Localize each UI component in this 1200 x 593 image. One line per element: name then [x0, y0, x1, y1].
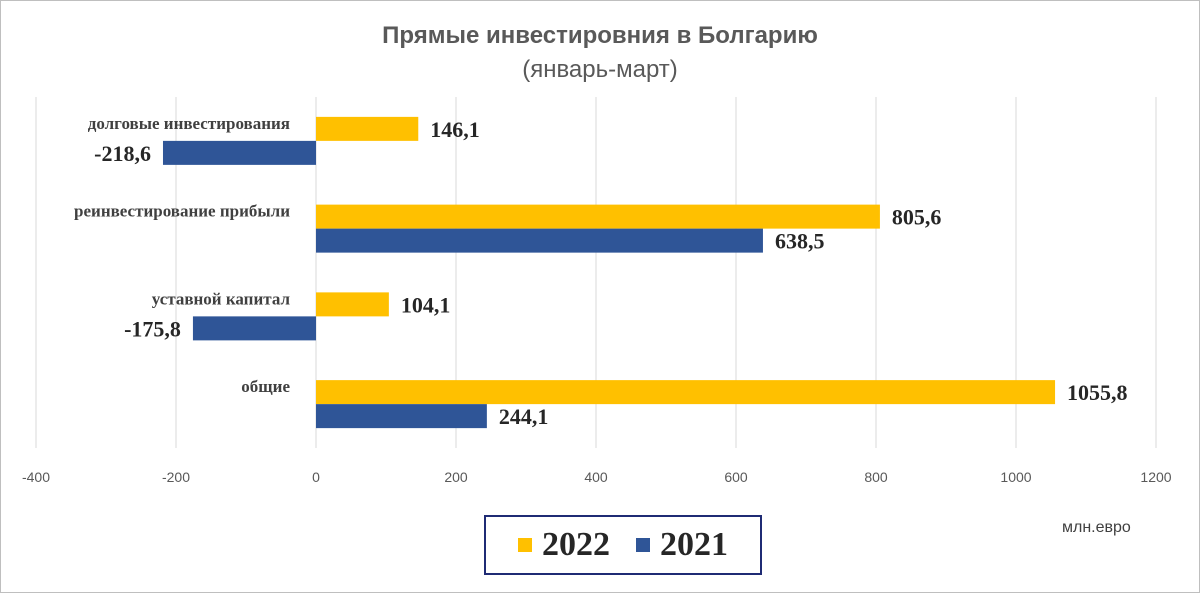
category-label: уставной капитал: [152, 289, 291, 308]
bar-2022: [316, 204, 880, 229]
data-label-2021: 244,1: [499, 404, 549, 429]
bar-2022: [316, 292, 389, 317]
category-label: общие: [241, 377, 290, 396]
legend-item-2021: 2021: [636, 526, 728, 564]
x-tick-label: -400: [22, 469, 50, 485]
data-label-2022: 805,6: [892, 205, 942, 230]
x-tick-label: 800: [864, 469, 888, 485]
x-tick-label: 600: [724, 469, 748, 485]
data-label-2021: 638,5: [775, 229, 825, 254]
legend-item-2022: 2022: [518, 526, 610, 564]
legend-label-2022: 2022: [542, 526, 610, 563]
legend-swatch-2022: [518, 538, 532, 552]
x-tick-label: -200: [162, 469, 190, 485]
legend-swatch-2021: [636, 538, 650, 552]
data-label-2021: -218,6: [94, 141, 151, 166]
category-label: долговые инвестирования: [88, 114, 290, 133]
bar-2021: [316, 404, 487, 429]
legend-label-2021: 2021: [660, 526, 728, 563]
data-label-2022: 104,1: [401, 292, 451, 317]
x-tick-label: 400: [584, 469, 608, 485]
category-label: реинвестирование прибыли: [74, 202, 290, 221]
x-tick-label: 0: [312, 469, 320, 485]
bar-2021: [316, 228, 763, 253]
chart-legend: 2022 2021: [484, 515, 762, 575]
bar-2021: [162, 140, 316, 165]
x-tick-label: 1000: [1000, 469, 1031, 485]
chart-title: Прямые инвестировния в Болгарию: [382, 22, 818, 49]
bar-2022: [316, 116, 419, 141]
data-label-2022: 1055,8: [1067, 380, 1128, 405]
data-label-2022: 146,1: [430, 117, 480, 142]
x-tick-label: 1200: [1140, 469, 1171, 485]
data-label-2021: -175,8: [124, 316, 181, 341]
chart-subtitle: (январь-март): [522, 56, 678, 83]
x-tick-label: 200: [444, 469, 468, 485]
unit-label: млн.евро: [1062, 519, 1131, 536]
bar-2022: [316, 380, 1056, 405]
bar-2021: [192, 316, 316, 341]
